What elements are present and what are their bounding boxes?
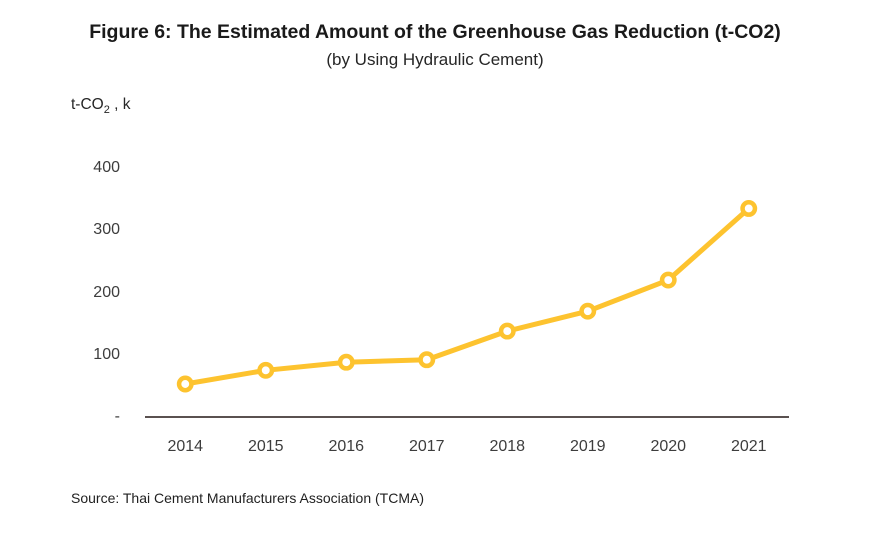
y-tick-label: 200: [93, 283, 120, 301]
data-point-marker: [659, 271, 677, 289]
x-tick-label: 2017: [408, 438, 445, 455]
data-point-marker: [498, 322, 516, 340]
x-tick-label: 2021: [730, 438, 767, 455]
data-point-marker: [418, 351, 436, 369]
y-tick-label: 300: [93, 221, 120, 239]
x-tick-label: 2020: [650, 438, 687, 455]
x-tick-label: 2016: [328, 438, 365, 455]
y-axis-unit-label: t-CO2 , k: [71, 96, 131, 116]
data-point-marker: [740, 200, 758, 217]
x-tick-label: 2014: [167, 438, 204, 455]
chart-subtitle: (by Using Hydraulic Cement): [326, 50, 544, 69]
data-line: [182, 205, 752, 387]
data-point-marker: [257, 361, 275, 379]
y-tick-label: 400: [93, 159, 120, 176]
x-tick-label: 2019: [569, 438, 606, 455]
y-tick-label: -: [114, 408, 120, 425]
source-text: Source: Thai Cement Manufacturers Associ…: [71, 490, 424, 506]
data-point-marker: [337, 353, 355, 371]
chart-title: Figure 6: The Estimated Amount of the Gr…: [89, 21, 781, 43]
y-unit-subscript: 2: [103, 104, 110, 117]
y-unit-suffix: , k: [109, 96, 131, 113]
data-point-marker: [176, 375, 194, 393]
data-point-marker: [579, 302, 597, 320]
x-tick-label: 2015: [247, 438, 284, 455]
x-tick-label: 2018: [489, 438, 526, 455]
y-unit-prefix: t-CO: [71, 96, 104, 113]
y-tick-label: 100: [93, 345, 120, 363]
